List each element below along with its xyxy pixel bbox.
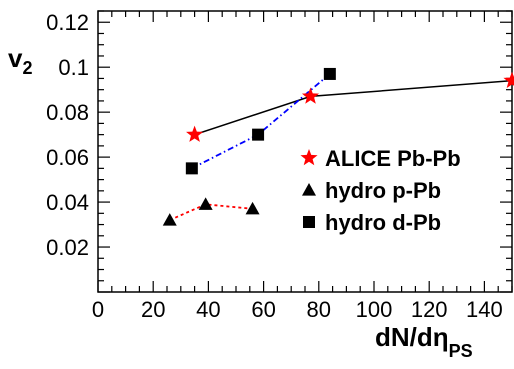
data-point-0	[186, 125, 204, 142]
x-tick-label: 0	[92, 297, 104, 322]
series-markers	[162, 67, 514, 226]
legend-label-hydro-d-pb: hydro d-Pb	[325, 210, 441, 235]
y-tick-label: 0.06	[46, 145, 89, 170]
y-tick-labels: 0.02 0.04 0.06 0.08 0.1 0.12	[46, 10, 89, 260]
x-axis-title-sub: PS	[449, 341, 473, 361]
x-tick-label: 20	[141, 297, 165, 322]
y-tick-label: 0.1	[58, 55, 89, 80]
x-tick-label: 140	[466, 297, 503, 322]
x-tick-label: 40	[196, 297, 220, 322]
legend-marker-1	[302, 183, 316, 196]
y-axis-title-sub: 2	[22, 58, 32, 78]
data-point-0	[301, 87, 320, 104]
data-point-2	[185, 162, 198, 175]
x-tick-label: 60	[251, 297, 275, 322]
data-point-1	[245, 201, 260, 215]
data-point-1	[162, 213, 177, 226]
x-tick-label: 80	[307, 297, 331, 322]
legend-marker-0	[300, 149, 318, 166]
data-point-2	[252, 128, 265, 141]
series-line-1	[169, 203, 253, 221]
x-axis-title: dN/dηPS	[375, 322, 473, 361]
series-line-0	[194, 79, 513, 136]
y-tick-label: 0.02	[46, 235, 89, 260]
y-tick-label: 0.08	[46, 100, 89, 125]
data-point-2	[323, 67, 336, 80]
legend-marker-2	[303, 216, 315, 228]
legend-label-hydro-p-pb: hydro p-Pb	[325, 178, 441, 203]
legend: ALICE Pb-Pb hydro p-Pb hydro d-Pb	[300, 146, 461, 235]
legend-label-alice-pb-pb: ALICE Pb-Pb	[325, 146, 461, 171]
legend-markers	[300, 149, 318, 228]
data-point-0	[503, 71, 514, 88]
y-tick-label: 0.12	[46, 10, 89, 35]
x-tick-label: 100	[356, 297, 393, 322]
data-point-1	[198, 197, 213, 210]
y-tick-label: 0.04	[46, 190, 89, 215]
x-tick-labels: 0 20 40 60 80 100 120 140	[92, 297, 503, 322]
x-tick-label: 120	[411, 297, 448, 322]
y-axis-title: v2	[8, 43, 32, 78]
